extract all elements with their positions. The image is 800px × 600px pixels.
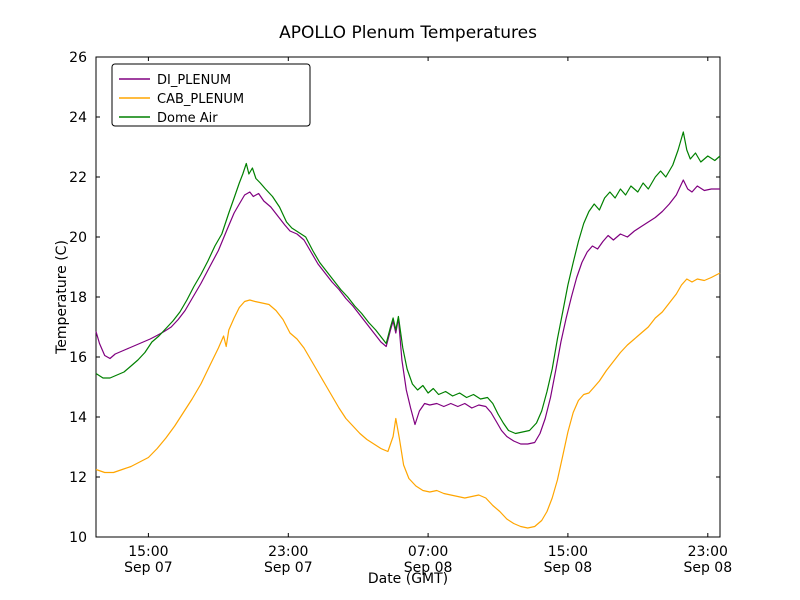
- y-tick-label: 10: [69, 530, 87, 546]
- x-tick-label-time: 07:00: [408, 544, 448, 560]
- chart-title: APOLLO Plenum Temperatures: [279, 23, 537, 43]
- y-tick-label: 26: [69, 50, 87, 66]
- series-line-cab-plenum: [95, 272, 721, 529]
- x-tick-label-date: Sep 08: [544, 560, 593, 576]
- x-tick-label-date: Sep 08: [404, 560, 453, 576]
- series-line-dome-air: [95, 131, 721, 435]
- legend-box: [111, 63, 311, 127]
- x-tick-label-date: Sep 07: [264, 560, 313, 576]
- y-tick-label: 14: [69, 410, 87, 426]
- y-tick-label: 12: [69, 470, 87, 486]
- legend-label-cab-plenum: CAB_PLENUM: [157, 92, 244, 107]
- legend: DI_PLENUM CAB_PLENUM Dome Air: [111, 63, 311, 127]
- y-tick-label: 24: [69, 110, 87, 126]
- x-tick-label-time: 23:00: [268, 544, 308, 560]
- y-tick-label: 22: [69, 170, 87, 186]
- y-axis-label: Temperature (C): [54, 240, 70, 355]
- x-tick-label-time: 15:00: [128, 544, 168, 560]
- series-line-di-plenum: [95, 179, 720, 445]
- x-tick-label-date: Sep 08: [683, 560, 732, 576]
- y-tick-label: 16: [69, 350, 87, 366]
- legend-label-dome-air: Dome Air: [157, 111, 218, 126]
- x-axis-label: Date (GMT): [368, 571, 448, 587]
- x-tick-label-time: 23:00: [688, 544, 728, 560]
- x-tick-label-date: Sep 07: [124, 560, 173, 576]
- x-tick-label-time: 15:00: [548, 544, 588, 560]
- legend-label-di-plenum: DI_PLENUM: [157, 73, 231, 88]
- plot-frame: [95, 56, 721, 538]
- y-tick-label: 18: [69, 290, 87, 306]
- y-tick-label: 20: [69, 230, 87, 246]
